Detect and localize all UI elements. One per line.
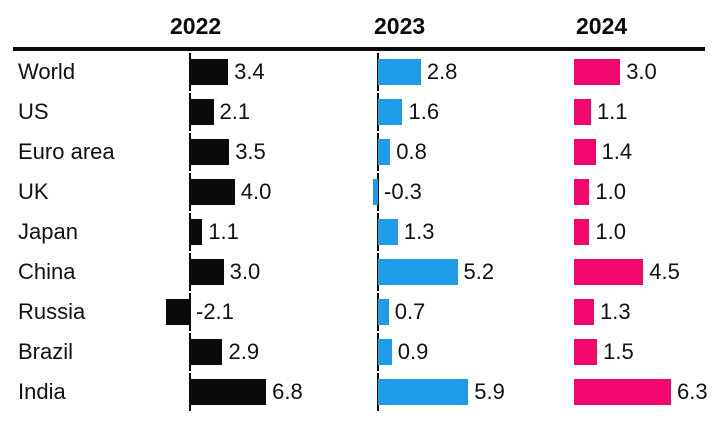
bar (190, 219, 203, 245)
bar (574, 59, 621, 85)
bar (378, 139, 391, 165)
table-row: Russia -2.1 0.7 1.3 (0, 292, 715, 332)
row-label: Russia (18, 299, 86, 324)
value-label: 1.0 (595, 179, 626, 204)
value-label: 1.3 (600, 299, 631, 324)
row-label: Brazil (18, 339, 74, 364)
bar (378, 219, 398, 245)
bar (190, 339, 223, 365)
table-row: US 2.1 1.6 1.1 (0, 92, 715, 132)
header-rule (13, 47, 705, 51)
bar (373, 179, 378, 205)
bar (378, 259, 458, 285)
bar (574, 179, 590, 205)
value-label: 2.8 (426, 59, 458, 84)
bar (190, 139, 230, 165)
value-label: 1.5 (603, 339, 634, 364)
bar (190, 59, 229, 85)
value-label: 6.8 (272, 379, 303, 404)
bar (574, 259, 644, 285)
value-label: 2.9 (228, 339, 260, 364)
row-label: India (18, 379, 66, 404)
bar (574, 339, 598, 365)
bar (190, 259, 224, 285)
row-label: China (18, 259, 76, 284)
value-label: 2.1 (219, 99, 251, 124)
table-row: World 3.4 2.8 3.0 (0, 52, 715, 92)
row-label: World (18, 59, 76, 84)
value-label: 5.9 (474, 379, 505, 404)
table-row: Euro area 3.5 0.8 1.4 (0, 132, 715, 172)
bar (166, 299, 190, 325)
value-label: 6.3 (677, 379, 708, 404)
value-label: 4.5 (649, 259, 680, 284)
row-label: Japan (18, 219, 78, 244)
bar (378, 99, 403, 125)
value-label: 3.0 (626, 59, 657, 84)
row-label: US (18, 99, 49, 124)
table-row: China 3.0 5.2 4.5 (0, 252, 715, 292)
value-label: 0.8 (396, 139, 427, 164)
value-label: 1.6 (408, 99, 440, 124)
table-row: UK 4.0 -0.3 1.0 (0, 172, 715, 212)
table-row: Japan 1.1 1.3 1.0 (0, 212, 715, 252)
value-label: 3.5 (235, 139, 266, 164)
bar (190, 179, 235, 205)
bar (574, 379, 672, 405)
bar (190, 379, 267, 405)
value-label: 1.3 (403, 219, 435, 244)
axis-baseline-tick (377, 173, 379, 211)
bar (190, 99, 214, 125)
row-label: UK (18, 179, 49, 204)
column-header-2022: 2022 (170, 13, 222, 39)
bar (574, 219, 590, 245)
value-label: 1.4 (601, 139, 633, 164)
row-label: Euro area (18, 139, 115, 164)
value-label: -2.1 (196, 299, 234, 324)
value-label: 1.1 (208, 219, 239, 244)
value-label: 1.0 (595, 219, 626, 244)
bar (574, 299, 595, 325)
bar (574, 99, 591, 125)
value-label: 5.2 (463, 259, 495, 284)
column-header-2024: 2024 (576, 13, 628, 39)
value-label: 0.7 (394, 299, 426, 324)
value-label: -0.3 (384, 179, 422, 204)
bar (378, 379, 469, 405)
column-header-2023: 2023 (374, 13, 426, 39)
value-label: 4.0 (240, 179, 272, 204)
axis-baseline-tick (189, 293, 191, 331)
bar (378, 339, 392, 365)
bar (378, 59, 421, 85)
bar (378, 299, 389, 325)
table-row: India 6.8 5.9 6.3 (0, 372, 715, 412)
bar (574, 139, 596, 165)
value-label: 3.0 (229, 259, 261, 284)
table-row: Brazil 2.9 0.9 1.5 (0, 332, 715, 372)
value-label: 1.1 (596, 99, 628, 124)
value-label: 0.9 (397, 339, 429, 364)
value-label: 3.4 (234, 59, 265, 84)
